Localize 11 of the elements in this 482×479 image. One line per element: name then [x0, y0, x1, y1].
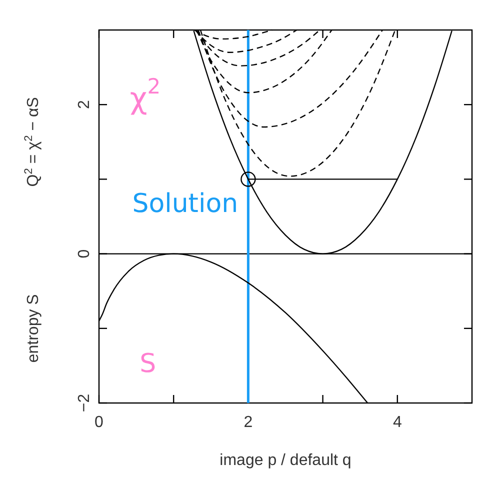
annotation: Solution	[132, 189, 238, 220]
text: entropy S	[25, 294, 42, 363]
annotation: S	[140, 348, 156, 379]
y-tick-label: −2	[76, 394, 93, 412]
x-tick-label: 2	[244, 414, 253, 431]
annotation: χ$^{2}$	[130, 74, 161, 116]
y-tick-label: 0	[76, 249, 93, 258]
x-tick-label: 4	[392, 414, 402, 431]
x-tick-label: 0	[94, 414, 104, 431]
x-axis-title: image p / default q	[220, 452, 352, 469]
y-tick-label: 2	[76, 100, 93, 110]
